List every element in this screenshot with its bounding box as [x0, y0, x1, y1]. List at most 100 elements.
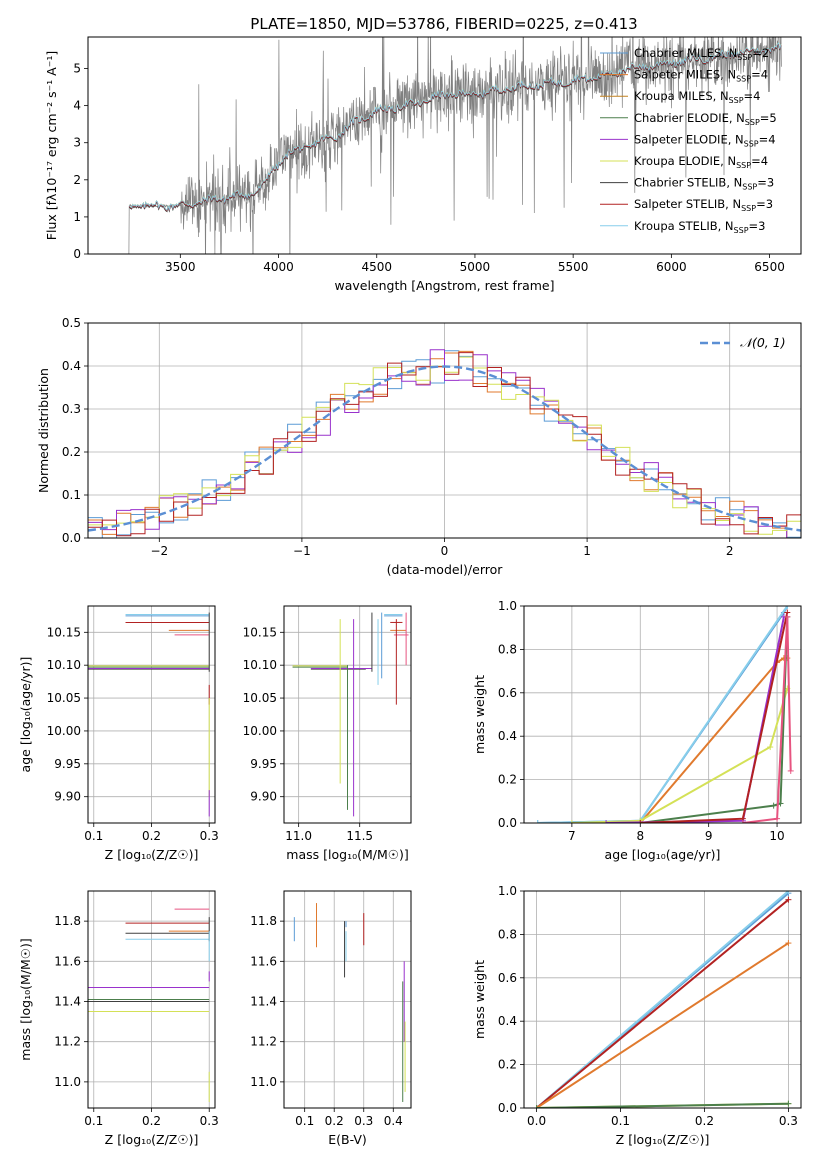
x-tick-label: 0.1 [295, 1114, 314, 1128]
x-tick-label: 0.3 [779, 1114, 798, 1128]
y-tick-label: 1.0 [498, 599, 517, 613]
y-tick-label: 0.3 [62, 402, 81, 416]
axes-frame [87, 890, 216, 1109]
panel-mass-vs-ebv: 0.1 0.2 0.3 0.4 11.0 11.2 11.4 11.6 11.8 E(B-V) [250, 890, 412, 1147]
mass-weight-line [640, 612, 789, 823]
y-tick-label: 10.15 [243, 625, 277, 639]
panel-spectrum: 3500 4000 4500 5000 5500 6000 6500 0 1 2 3 4 5 wavele… [44, 36, 802, 293]
y-tick-label: 0 [73, 247, 81, 261]
mass-weight-line [536, 1102, 789, 1108]
panel-age-vs-Z: 0.1 0.2 0.3 9.90 9.95 10.00 10.05 10.10 10.15 Z [… [18, 605, 219, 862]
panel-residuals: −2 −1 0 1 2 0.0 0.1 0.2 0.3 0.4 0.5 (data-model)/er… [36, 316, 802, 577]
x-tick-label: 0.1 [611, 1114, 630, 1128]
x-tick-label: 5500 [558, 260, 589, 274]
y-tick-label: 11.8 [54, 914, 81, 928]
x-tick-label: 0.2 [325, 1114, 344, 1128]
x-tick-label: 2 [726, 544, 734, 558]
plot-area [88, 908, 210, 1102]
y-tick-label: 1 [73, 210, 81, 224]
y-tick-label: 0.0 [498, 1101, 517, 1115]
y-axis-label: mass [log₁₀(M/M☉)] [18, 938, 33, 1060]
y-tick-label: 9.90 [54, 790, 81, 804]
x-tick-label: 0.0 [527, 1114, 546, 1128]
panel-mass-weight-vs-age: 7 8 9 10 0.0 0.2 0.4 0.6 0.8 1.0 age [log₁₀(age/yr… [472, 599, 802, 862]
legend-entry: Salpeter ELODIE, NSSP=4 [634, 132, 776, 148]
x-axis-label: Z [log₁₀(Z/Z☉)] [616, 1132, 710, 1147]
x-tick-label: 0.1 [84, 829, 103, 843]
x-tick-label: 6000 [656, 260, 687, 274]
axes-frame [87, 36, 802, 255]
y-tick-label: 0.2 [498, 773, 517, 787]
axes-frame [283, 605, 412, 824]
plot-area [533, 891, 792, 1108]
axes-frame [523, 890, 802, 1109]
x-tick-label: 11.5 [346, 829, 373, 843]
x-axis-label: wavelength [Angstrom, rest frame] [334, 278, 554, 293]
y-axis-label: mass weight [472, 960, 487, 1039]
x-axis-label: age [log₁₀(age/yr)] [605, 847, 721, 862]
legend-entry: 𝒩(0, 1) [740, 335, 786, 350]
y-axis-label: mass weight [472, 675, 487, 754]
axes-frame [87, 605, 216, 824]
mass-weight-line [535, 898, 790, 1108]
y-tick-label: 0.6 [498, 686, 517, 700]
y-axis-label: age [log₁₀(age/yr)] [18, 657, 33, 773]
y-tick-label: 2 [73, 173, 81, 187]
mass-weight-line [640, 616, 789, 823]
y-tick-label: 3 [73, 136, 81, 150]
y-tick-label: 11.0 [250, 1075, 277, 1089]
y-tick-label: 10.05 [47, 691, 81, 705]
y-tick-label: 11.6 [54, 954, 81, 968]
y-tick-label: 11.0 [54, 1075, 81, 1089]
y-tick-label: 0.2 [498, 1058, 517, 1072]
plot-area [88, 349, 801, 538]
x-tick-label: 6500 [754, 260, 785, 274]
y-tick-label: 10.05 [243, 691, 277, 705]
y-tick-label: 10.00 [47, 724, 81, 738]
legend-entry: Salpeter STELIB, NSSP=3 [634, 197, 773, 213]
model-spectrum [128, 42, 782, 211]
y-tick-label: 0.4 [498, 1014, 517, 1028]
plot-area [534, 606, 794, 823]
y-tick-label: 0.5 [62, 316, 81, 330]
axes-frame [87, 322, 802, 539]
x-tick-label: 1 [583, 544, 591, 558]
y-tick-label: 0.1 [62, 488, 81, 502]
y-tick-label: 10.00 [243, 724, 277, 738]
y-tick-label: 9.95 [250, 757, 277, 771]
legend-entry: Kroupa MILES, NSSP=4 [634, 89, 760, 105]
y-tick-label: 4 [73, 99, 81, 113]
mass-weight-line [742, 616, 792, 823]
y-tick-label: 10.10 [47, 658, 81, 672]
plot-area [88, 612, 210, 817]
mass-weight-line [535, 891, 790, 1108]
legend-entry: Kroupa ELODIE, NSSP=4 [634, 154, 768, 170]
x-tick-label: 0.2 [142, 1114, 161, 1128]
x-tick-label: 4000 [263, 260, 294, 274]
x-axis-label: E(B-V) [328, 1132, 367, 1147]
axes-frame [283, 890, 412, 1109]
mass-weight-line [639, 657, 788, 823]
x-tick-label: 0.2 [695, 1114, 714, 1128]
y-tick-label: 0.4 [498, 729, 517, 743]
y-tick-label: 1.0 [498, 884, 517, 898]
x-tick-label: 9 [705, 829, 713, 843]
y-tick-label: 0.6 [498, 971, 517, 985]
x-tick-label: 0.3 [200, 829, 219, 843]
x-tick-label: 8 [636, 829, 644, 843]
x-tick-label: −1 [293, 544, 311, 558]
x-tick-label: 5000 [460, 260, 491, 274]
plot-area [125, 37, 782, 254]
mass-weight-line [536, 942, 789, 1108]
observed-spectrum [125, 37, 782, 254]
x-tick-label: 0.3 [354, 1114, 373, 1128]
x-tick-label: 7 [568, 829, 576, 843]
x-tick-label: 3500 [165, 260, 196, 274]
y-tick-label: 9.90 [250, 790, 277, 804]
y-tick-label: 0.4 [62, 359, 81, 373]
x-tick-label: 10 [769, 829, 784, 843]
x-tick-label: 4500 [361, 260, 392, 274]
y-tick-label: 0.8 [498, 927, 517, 941]
y-tick-label: 11.6 [250, 954, 277, 968]
